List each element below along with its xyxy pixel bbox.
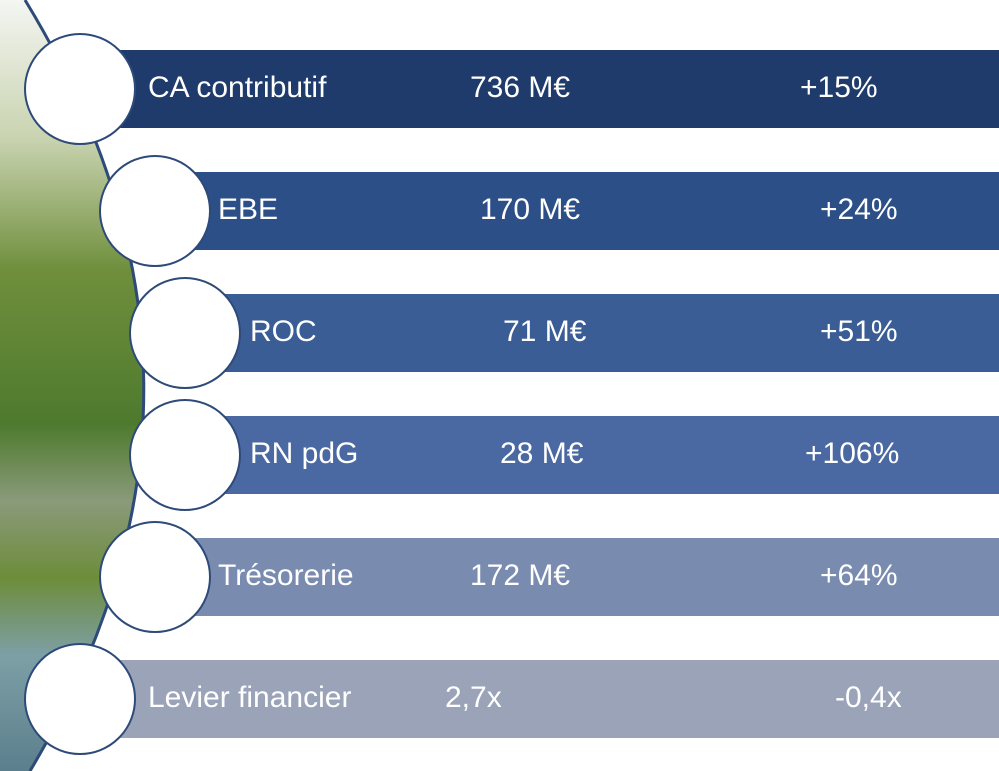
row-circle <box>130 278 240 388</box>
row-circle <box>100 522 210 632</box>
row-label: CA contributif <box>148 71 327 104</box>
row-circle <box>25 34 135 144</box>
row-circle <box>100 156 210 266</box>
row-circle <box>25 644 135 754</box>
slide: CA contributif 736 M€ +15% EBE 170 M€ +24% ROC… <box>0 0 999 771</box>
row-change: -0,4x <box>835 681 902 714</box>
row-circle <box>130 400 240 510</box>
row-value: 170 M€ <box>480 193 580 226</box>
row-value: 736 M€ <box>470 71 570 104</box>
row-value: 28 M€ <box>500 437 584 470</box>
row-label: ROC <box>250 315 317 348</box>
row-change: +51% <box>820 315 898 348</box>
row-value: 172 M€ <box>470 559 570 592</box>
row-label: Trésorerie <box>218 559 354 592</box>
row-label: EBE <box>218 193 278 226</box>
row-change: +64% <box>820 559 898 592</box>
row-value: 2,7x <box>445 681 502 714</box>
row-change: +15% <box>800 71 878 104</box>
row-label: Levier financier <box>148 681 351 714</box>
row-value: 71 M€ <box>503 315 587 348</box>
row-change: +24% <box>820 193 898 226</box>
row-change: +106% <box>805 437 899 470</box>
row-label: RN pdG <box>250 437 358 470</box>
